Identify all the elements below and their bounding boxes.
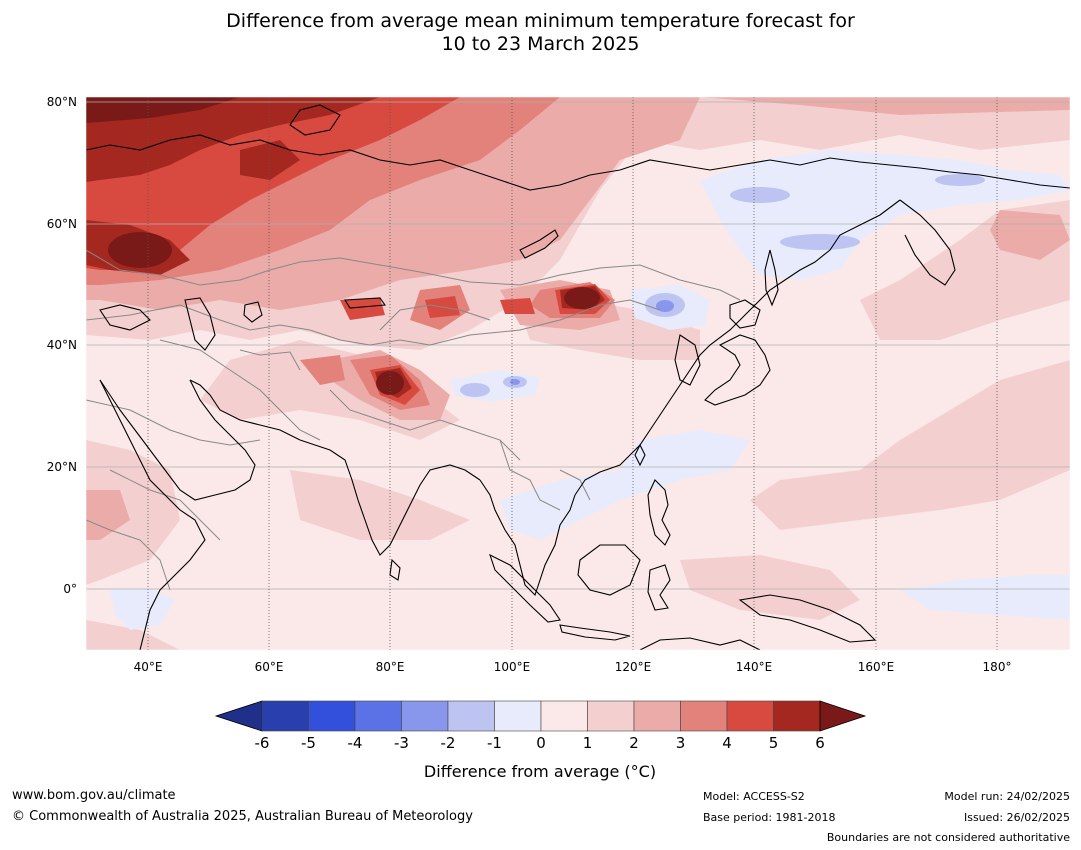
colorbar-tick-label: -6 (255, 734, 270, 752)
latitude-gridlines (86, 101, 1070, 590)
lon-label-120e: 120°E (615, 660, 652, 674)
colorbar-tick-label: -5 (301, 734, 316, 752)
coastlines (86, 104, 1070, 650)
boundaries-note: Boundaries are not considered authoritat… (826, 831, 1070, 844)
colorbar-swatch (540, 700, 588, 732)
model-run-text: Model run: 24/02/2025 (944, 790, 1070, 803)
colorbar-swatch (261, 700, 309, 732)
colorbar-tick-label: -1 (487, 734, 502, 752)
colorbar-tick-label: 1 (583, 734, 593, 752)
colorbar-tick-label: -4 (348, 734, 363, 752)
colorbar-swatch (587, 700, 635, 732)
colorbar-swatch (633, 700, 681, 732)
lat-label-20n: 20°N (47, 460, 77, 474)
temperature-anomaly-field (86, 97, 1070, 650)
lat-label-60n: 60°N (47, 217, 77, 231)
colorbar-swatch (447, 700, 495, 732)
longitude-gridlines (147, 97, 998, 650)
longitude-axis-labels: 40°E 60°E 80°E 100°E 120°E 140°E 160°E 1… (134, 660, 1012, 674)
lat-label-80n: 80°N (47, 95, 77, 109)
colorbar-tick-label: 4 (722, 734, 732, 752)
country-boundaries (86, 249, 741, 591)
lon-label-160e: 160°E (858, 660, 895, 674)
colorbar-swatch (773, 700, 821, 732)
lon-label-180: 180° (983, 660, 1012, 674)
lon-label-140e: 140°E (736, 660, 773, 674)
colorbar-swatch (354, 700, 402, 732)
issued-text: Issued: 26/02/2025 (963, 811, 1070, 824)
lat-label-0: 0° (63, 582, 77, 596)
title-line-1: Difference from average mean minimum tem… (226, 10, 855, 32)
colorbar-tick-label: 3 (676, 734, 686, 752)
copyright-text: © Commonwealth of Australia 2025, Austra… (12, 809, 473, 824)
colorbar-swatch (494, 700, 542, 732)
colorbar-swatch (680, 700, 728, 732)
colorbar-title: Difference from average (°C) (424, 762, 656, 781)
model-text: Model: ACCESS-S2 (703, 790, 805, 803)
title-line-2: 10 to 23 March 2025 (441, 33, 640, 55)
colorbar-tick-label: 6 (815, 734, 825, 752)
anomaly-band-minus-3-2 (510, 300, 674, 385)
lon-label-40e: 40°E (134, 660, 163, 674)
lat-label-40n: 40°N (47, 338, 77, 352)
colorbar-swatch (726, 700, 774, 732)
latitude-axis-labels: 80°N 60°N 40°N 20°N 0° (47, 95, 77, 596)
colorbar-tick-label: -2 (441, 734, 456, 752)
colorbar-extension-low (214, 700, 263, 732)
colorbar-tick-label: -3 (394, 734, 409, 752)
colorbar: -6 -5 -4 -3 -2 -1 0 1 2 3 4 5 6 (214, 700, 867, 752)
colorbar-swatch (308, 700, 356, 732)
anomaly-band-above-6 (86, 97, 600, 395)
colorbar-tick-label: 0 (536, 734, 546, 752)
colorbar-tick-label: 5 (769, 734, 779, 752)
map-frame (85, 96, 1071, 651)
lon-label-100e: 100°E (494, 660, 531, 674)
lon-label-60e: 60°E (255, 660, 284, 674)
colorbar-swatch (401, 700, 449, 732)
base-period-text: Base period: 1981-2018 (703, 811, 836, 824)
lon-label-80e: 80°E (376, 660, 405, 674)
colorbar-tick-label: 2 (629, 734, 639, 752)
website-link[interactable]: www.bom.gov.au/climate (12, 788, 176, 803)
colorbar-extension-high (819, 700, 867, 732)
